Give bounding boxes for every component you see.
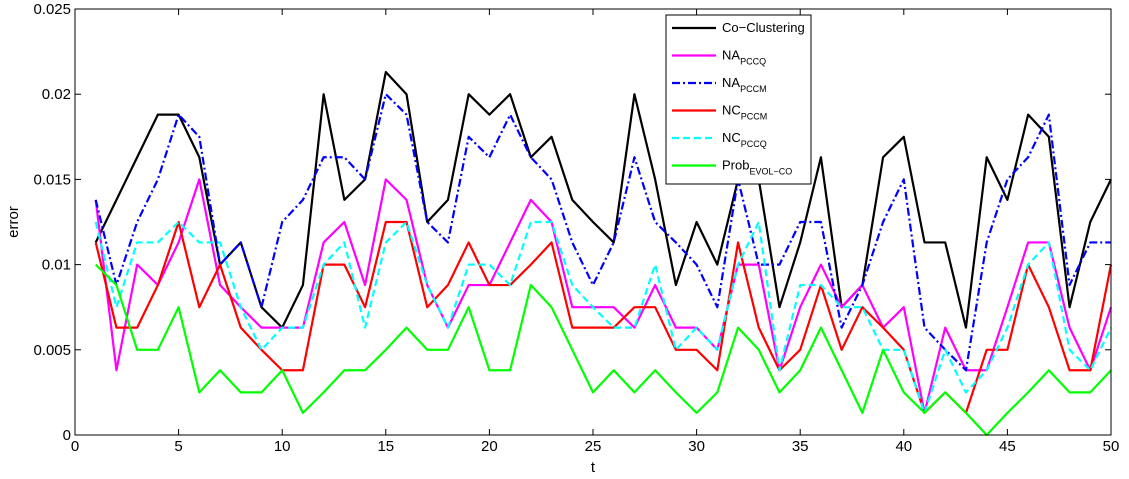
y-tick-label: 0.01 [42,257,71,274]
legend: Co−Clustering NAPCCQ NAPCCM NCPCCM NCPCCQ Pro… [665,14,812,185]
y-axis-label: error [5,206,22,238]
legend-box [665,14,812,185]
y-tick-label: 0.005 [33,342,71,359]
x-tick-label: 25 [585,438,602,455]
y-tick-label: 0.015 [33,171,71,188]
x-axis: 0 5 10 15 20 25 30 35 40 45 50 [71,9,1120,455]
series-layer [94,70,1113,437]
x-tick-label: 45 [999,438,1016,455]
x-tick-label: 5 [174,438,182,455]
y-tick-label: 0.02 [42,86,71,103]
legend-label-napccq: NAPCCQ [722,48,766,67]
x-tick-label: 50 [1103,438,1120,455]
legend-label-napccm: NAPCCM [722,75,767,94]
y-tick-label: 0 [63,427,71,444]
series-line-napccm [94,93,1111,372]
legend-label-co-clustering: Co−Clustering [722,20,805,35]
x-tick-label: 35 [792,438,809,455]
legend-label-ncpccm: NCPCCM [722,103,767,122]
x-tick-label: 15 [377,438,394,455]
series-line-napccq [94,178,1113,414]
x-tick-label: 0 [71,438,79,455]
x-axis-label: t [591,459,596,476]
series-line-probevol-co [94,263,1112,437]
series-line-co-clustering [94,70,1112,329]
x-tick-label: 40 [895,438,912,455]
legend-label-ncpccq: NCPCCQ [722,130,767,149]
x-tick-label: 20 [481,438,498,455]
x-tick-label: 30 [688,438,705,455]
series-line-ncpccq [94,220,1112,414]
legend-label-probevol-co: ProbEVOL−CO [722,158,792,177]
y-axis: 0 0.005 0.01 0.015 0.02 0.025 [33,1,1111,444]
y-tick-label: 0.025 [33,1,71,18]
x-tick-label: 10 [274,438,291,455]
